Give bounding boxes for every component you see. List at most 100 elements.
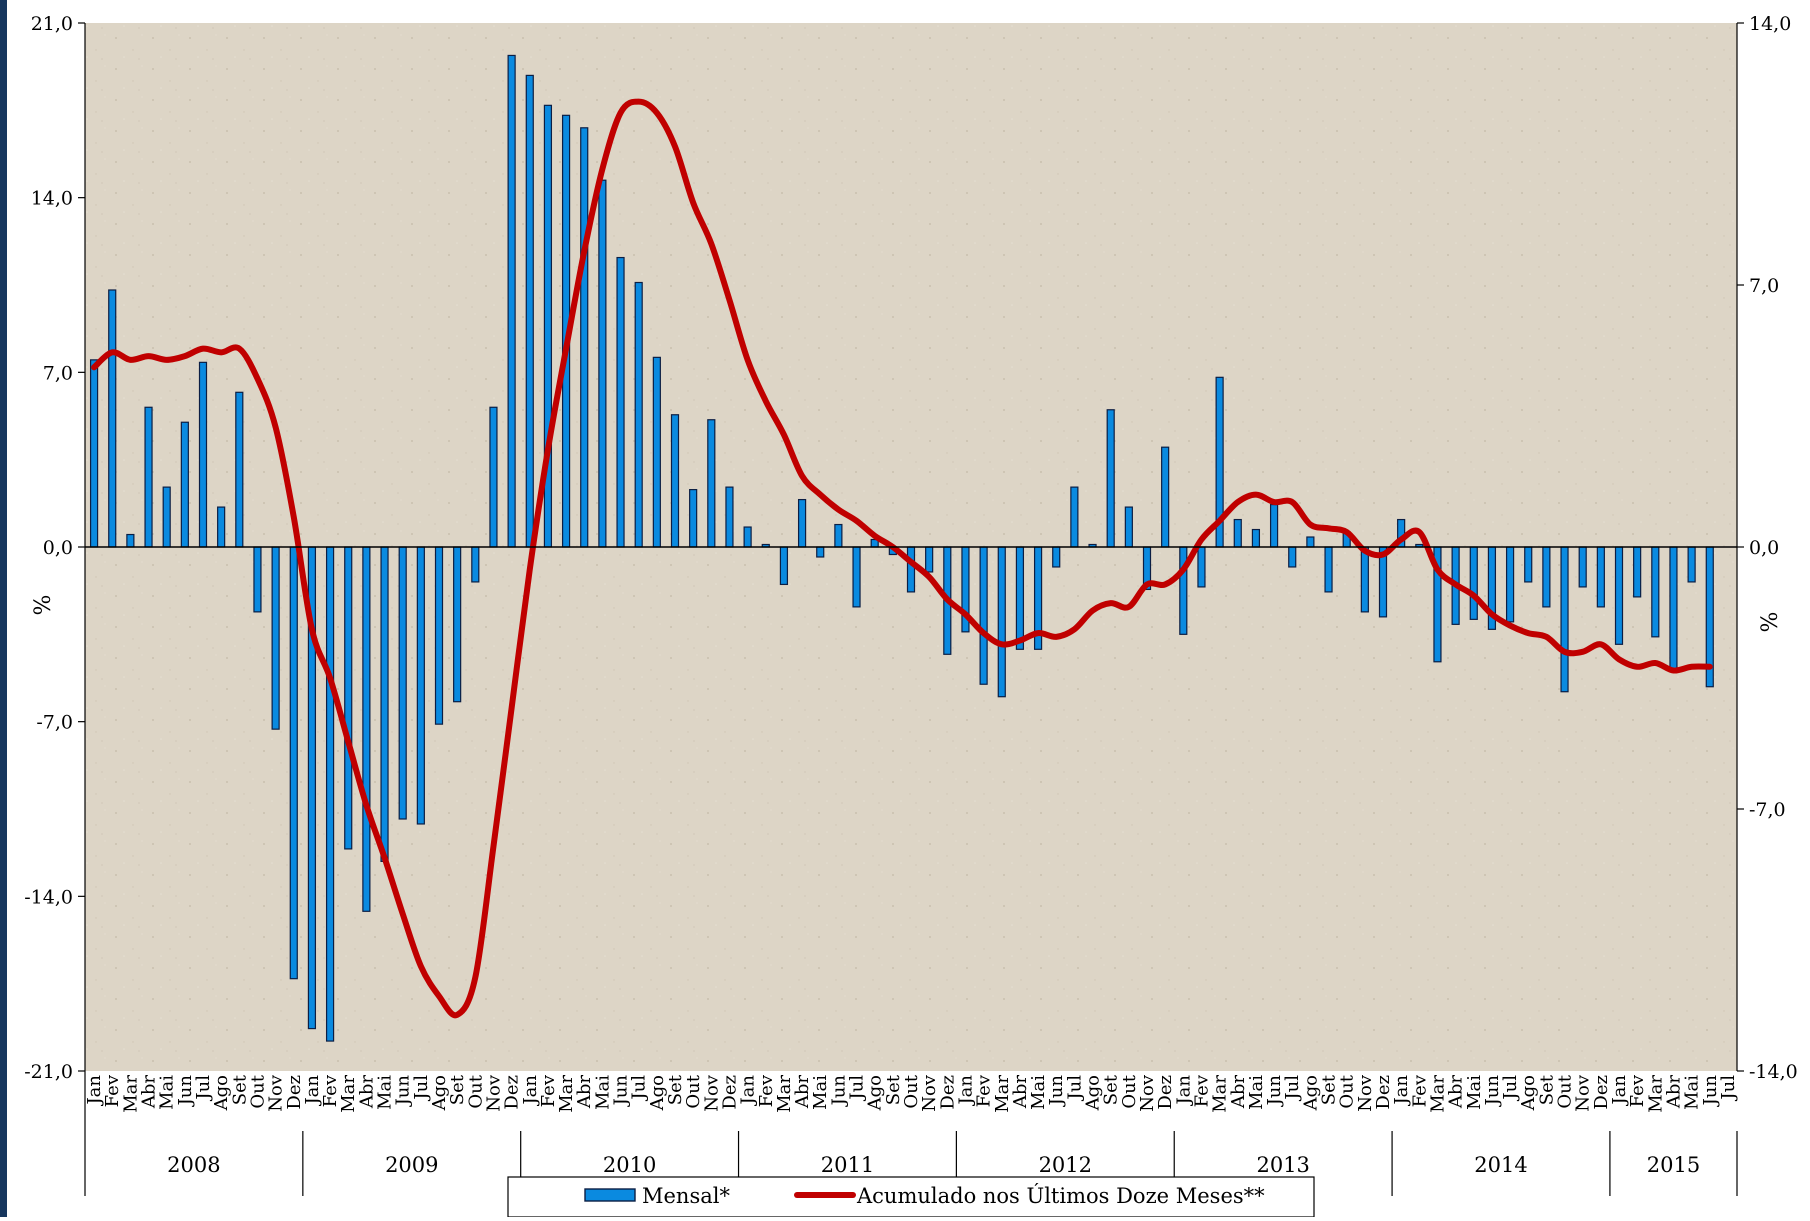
- bar: [925, 546, 934, 573]
- bar: [997, 546, 1006, 698]
- bar: [1233, 518, 1242, 548]
- month-tick-label: Jun: [1482, 1075, 1503, 1108]
- month-tick-label: Fev: [320, 1074, 341, 1107]
- month-tick-label: Jul: [1718, 1075, 1739, 1102]
- month-tick-label: Mai: [375, 1075, 396, 1110]
- month-tick-label: Fev: [1191, 1074, 1212, 1107]
- bar: [670, 414, 680, 548]
- year-label: 2013: [1256, 1153, 1309, 1177]
- month-tick-label: Abr: [792, 1075, 813, 1110]
- year-label: 2011: [821, 1153, 874, 1177]
- month-tick-label: Ago: [429, 1075, 450, 1111]
- month-tick-label: Mai: [592, 1075, 613, 1110]
- month-tick-label: Out: [683, 1074, 704, 1108]
- month-tick-label: Ago: [1300, 1075, 1321, 1111]
- month-tick-label: Mai: [1246, 1075, 1267, 1110]
- month-tick-label: Jan: [1391, 1075, 1412, 1107]
- month-tick-label: Dez: [937, 1075, 958, 1110]
- bar: [217, 506, 226, 548]
- month-tick-label: Dez: [719, 1075, 740, 1110]
- left-tick-label: -21,0: [24, 1061, 73, 1083]
- bar: [1161, 446, 1170, 548]
- year-label: 2008: [167, 1153, 220, 1177]
- bar: [707, 419, 716, 548]
- legend-label-mensal: Mensal*: [642, 1184, 730, 1208]
- bar: [1596, 546, 1605, 608]
- month-tick-label: Mar: [556, 1075, 577, 1113]
- bar: [779, 546, 789, 586]
- bar: [1070, 486, 1079, 548]
- bar: [434, 546, 444, 725]
- month-tick-label: Abr: [574, 1075, 595, 1110]
- month-tick-label: Mai: [1464, 1075, 1485, 1110]
- month-tick-label: Jun: [1046, 1075, 1067, 1108]
- month-tick-label: Jul: [411, 1075, 432, 1102]
- bar: [453, 546, 462, 703]
- bar: [180, 421, 189, 548]
- bar: [1578, 546, 1587, 588]
- month-tick-label: Jul: [629, 1075, 650, 1102]
- bar: [1052, 546, 1061, 568]
- right-tick-label: -7,0: [1749, 799, 1786, 821]
- bar: [634, 281, 643, 548]
- right-tick-label: 0,0: [1749, 537, 1779, 559]
- month-tick-label: Jan: [84, 1075, 105, 1107]
- bar: [725, 486, 734, 548]
- bar: [1633, 546, 1642, 598]
- month-tick-label: Jan: [520, 1075, 541, 1107]
- bar: [1614, 546, 1624, 645]
- bar: [979, 546, 988, 685]
- left-edge-bar: [0, 0, 7, 1217]
- bar: [398, 546, 407, 820]
- bar: [380, 546, 389, 862]
- bar: [1524, 546, 1533, 583]
- month-tick-label: Out: [465, 1074, 486, 1108]
- month-tick-label: Jul: [1500, 1075, 1521, 1102]
- bar: [289, 546, 298, 980]
- month-tick-label: Jan: [1609, 1075, 1630, 1107]
- month-tick-label: Mai: [1028, 1075, 1049, 1110]
- month-tick-label: Mar: [774, 1075, 795, 1113]
- month-tick-label: Fev: [974, 1074, 995, 1107]
- month-tick-label: Abr: [1446, 1075, 1467, 1110]
- bar: [489, 406, 498, 548]
- month-tick-label: Nov: [266, 1074, 287, 1112]
- bar: [1306, 536, 1315, 548]
- month-tick-label: Abr: [356, 1075, 377, 1110]
- month-tick-label: Mar: [1210, 1075, 1231, 1113]
- month-tick-label: Fev: [538, 1074, 559, 1107]
- month-tick-label: Ago: [1083, 1075, 1104, 1111]
- bar: [1324, 546, 1333, 593]
- month-tick-label: Jun: [1264, 1075, 1285, 1108]
- month-tick-label: Dez: [502, 1075, 523, 1110]
- month-tick-label: Dez: [1155, 1075, 1176, 1110]
- bar: [89, 359, 99, 548]
- bar: [652, 356, 661, 548]
- left-tick-label: 0,0: [43, 537, 73, 559]
- month-tick-label: Out: [1555, 1074, 1576, 1108]
- bar: [1124, 506, 1133, 548]
- month-tick-label: Mai: [1682, 1075, 1703, 1110]
- bar: [852, 546, 861, 608]
- right-tick-label: 14,0: [1749, 13, 1791, 35]
- month-tick-label: Set: [1319, 1074, 1340, 1105]
- month-tick-label: Nov: [919, 1074, 940, 1112]
- month-tick-label: Set: [1101, 1074, 1122, 1105]
- bar: [1106, 409, 1115, 548]
- bar: [144, 406, 153, 548]
- bar: [1542, 546, 1551, 608]
- month-tick-label: Jun: [175, 1075, 196, 1108]
- month-tick-label: Jul: [193, 1075, 214, 1102]
- bar: [1505, 546, 1515, 623]
- month-tick-label: Mai: [157, 1075, 178, 1110]
- month-tick-label: Nov: [483, 1074, 504, 1112]
- bar: [325, 546, 335, 1042]
- month-tick-label: Jun: [1700, 1075, 1721, 1108]
- month-tick-label: Fev: [1627, 1074, 1648, 1107]
- month-tick-label: Ago: [211, 1075, 232, 1111]
- month-tick-label: Ago: [865, 1075, 886, 1111]
- month-tick-label: Dez: [284, 1075, 305, 1110]
- legend-swatch-mensal: [584, 1188, 636, 1202]
- bar: [253, 546, 262, 613]
